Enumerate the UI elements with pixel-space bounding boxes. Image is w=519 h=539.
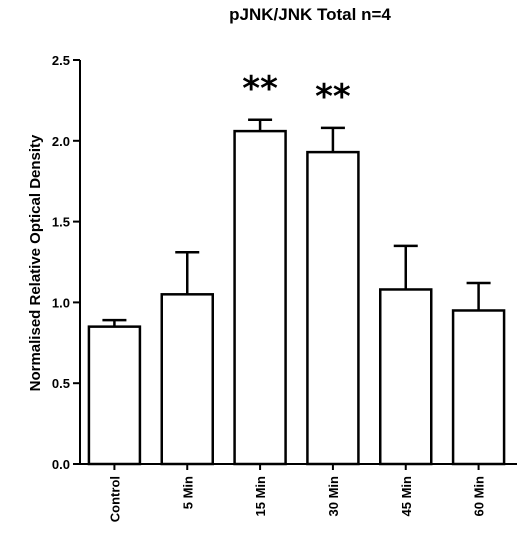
bars [87, 129, 506, 466]
x-category-label: 15 Min [253, 476, 268, 517]
y-tick-label: 2.0 [52, 134, 70, 149]
x-category-labels: Control 5 Min 15 Min 30 Min 45 Min 60 Min [107, 464, 487, 522]
y-ticks: 0.0 0.5 1.0 1.5 2.0 2.5 [52, 53, 80, 472]
bar [306, 150, 360, 466]
chart-title: pJNK/JNK Total n=4 [229, 5, 391, 24]
x-category-label: 45 Min [399, 476, 414, 517]
bar [379, 288, 433, 466]
bar [87, 325, 142, 466]
x-category-label: 5 Min [180, 476, 195, 509]
significance-label: ** [315, 77, 351, 117]
bar [233, 129, 287, 466]
y-tick-label: 1.0 [52, 295, 70, 310]
significance-label: ** [242, 69, 278, 109]
x-category-label: Control [107, 476, 122, 522]
y-tick-label: 2.5 [52, 53, 70, 68]
significance-annotations: ** ** [242, 69, 351, 117]
y-tick-label: 0.5 [52, 376, 70, 391]
error-bars [102, 118, 491, 327]
y-tick-label: 0.0 [52, 457, 70, 472]
x-category-label: 60 Min [472, 476, 487, 517]
y-tick-label: 1.5 [52, 215, 70, 230]
x-category-label: 30 Min [326, 476, 341, 517]
axes [79, 60, 517, 465]
bar [160, 293, 214, 466]
bar [451, 309, 506, 466]
y-axis-label: Normalised Relative Optical Density [27, 134, 44, 391]
